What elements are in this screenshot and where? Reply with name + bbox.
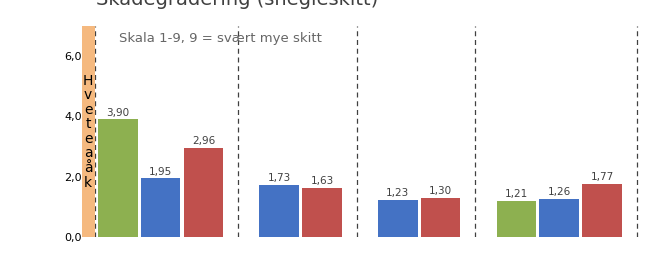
Bar <box>183 148 223 237</box>
Bar <box>98 119 138 237</box>
Text: 1,23: 1,23 <box>386 188 409 198</box>
Text: 1,73: 1,73 <box>268 173 291 183</box>
Text: 1,63: 1,63 <box>310 176 334 186</box>
Text: 1,21: 1,21 <box>505 189 528 199</box>
Bar <box>496 201 536 237</box>
Text: Skala 1-9, 9 = svært mye skitt: Skala 1-9, 9 = svært mye skitt <box>119 32 321 45</box>
Bar <box>302 188 342 237</box>
Text: 1,30: 1,30 <box>429 186 452 196</box>
Bar <box>421 198 460 237</box>
Bar <box>259 185 299 237</box>
Text: Skadegradering (snegleskitt): Skadegradering (snegleskitt) <box>96 0 378 9</box>
Text: H
v
e
t
e
a
å
k: H v e t e a å k <box>83 74 93 190</box>
Bar <box>141 179 180 237</box>
Bar <box>582 184 622 237</box>
Text: 1,95: 1,95 <box>149 167 172 177</box>
Text: 3,90: 3,90 <box>106 108 129 118</box>
Bar <box>539 199 579 237</box>
Text: 1,26: 1,26 <box>548 188 571 197</box>
Text: 1,77: 1,77 <box>590 172 614 182</box>
Bar <box>378 200 417 237</box>
Text: 2,96: 2,96 <box>192 136 215 146</box>
